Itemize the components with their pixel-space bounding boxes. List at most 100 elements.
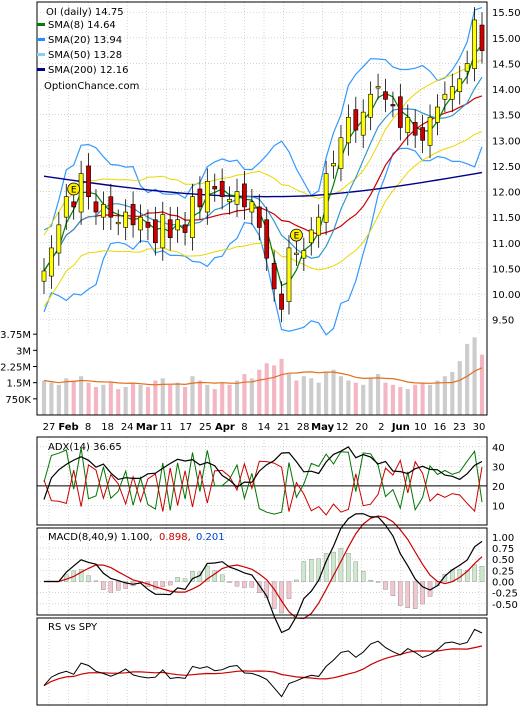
candle-body	[353, 109, 359, 131]
candle-body	[331, 163, 336, 167]
price-tick-label: 12.50	[492, 162, 521, 173]
volume-bar	[220, 382, 225, 415]
volume-bar	[324, 371, 329, 415]
earnings-marker	[290, 228, 303, 242]
candle-body	[412, 122, 418, 136]
volume-bar	[234, 380, 240, 415]
x-tick-label: 20	[355, 422, 368, 433]
macd-hist-bar	[361, 570, 366, 582]
macd-hist-bar	[353, 561, 359, 582]
x-tick-label: 27	[43, 422, 56, 433]
candle-body	[130, 204, 136, 226]
macd-hist-bar	[78, 568, 84, 582]
macd-tick-label: -0.25	[492, 589, 518, 600]
candle-body	[101, 204, 106, 218]
rs-panel	[43, 628, 483, 698]
x-tick-label: Feb	[58, 422, 78, 433]
volume-bar	[420, 382, 425, 415]
price-tick-label: 15.50	[492, 8, 521, 19]
volume-bar	[331, 369, 336, 415]
candle-body	[390, 104, 396, 107]
macd-signal-line	[44, 515, 483, 620]
candle-body	[464, 63, 470, 72]
volume-bar	[108, 382, 113, 415]
minus-di-line	[43, 458, 483, 516]
envelope-lower	[43, 131, 483, 308]
x-tick-label: 16	[434, 422, 447, 433]
macd-hist-bar	[190, 571, 195, 582]
candle-body	[472, 19, 477, 69]
volume-bar	[383, 382, 388, 415]
candle-body	[242, 183, 247, 208]
macd-hist-bar	[301, 561, 307, 582]
macd-tick-label: 0.25	[492, 566, 514, 577]
legend-sma20: SMA(20) 13.94	[48, 35, 122, 46]
price-tick-label: 11.00	[492, 239, 521, 250]
panel-frame	[36, 436, 488, 526]
candle-body	[63, 196, 69, 218]
candle-body	[346, 116, 351, 144]
volume-bar	[465, 343, 470, 415]
volume-tick-label: 3M	[16, 346, 31, 357]
macd-hist-bar	[412, 581, 418, 609]
candle-body	[338, 137, 344, 169]
macd-line	[44, 513, 483, 634]
volume-bar	[346, 380, 351, 415]
volume-ma-line	[43, 367, 483, 386]
macd-hist-label: 0.201	[196, 532, 225, 543]
volume-bar	[131, 382, 136, 415]
macd-hist-bar	[346, 553, 351, 582]
legend-swatch-sma200	[37, 68, 45, 71]
candle-body	[219, 181, 225, 197]
candle-body	[56, 224, 62, 254]
panel-frame	[36, 1, 488, 416]
panel-frames	[36, 1, 488, 706]
volume-bar	[138, 384, 143, 415]
candle-body	[323, 173, 329, 223]
macd-hist-bar	[420, 581, 425, 605]
macd-tick-label: 0.75	[492, 544, 514, 555]
price-tick-label: 14.50	[492, 59, 521, 70]
x-tick-label: May	[311, 422, 334, 433]
adx-tick-label: 20	[492, 482, 505, 493]
volume-bar	[272, 365, 277, 415]
sma50-line	[43, 95, 483, 272]
macd-tick-label: 0.50	[492, 555, 514, 566]
candle-body	[427, 116, 433, 146]
volume-tick-label: 1.5M	[6, 379, 31, 390]
volume-bar	[41, 380, 47, 415]
volume-bar	[368, 378, 373, 415]
macd-tick-label: -0.50	[492, 600, 518, 611]
candle-body	[138, 216, 143, 231]
macd-hist-bar	[205, 565, 210, 582]
volume-bar	[309, 378, 314, 415]
macd-hist-bar	[101, 581, 106, 590]
macd-hist-bar	[375, 581, 381, 583]
price-tick-label: 10.00	[492, 290, 521, 301]
candle-body	[234, 191, 240, 205]
volume-tick-label: 750K	[5, 395, 31, 406]
candle-body	[301, 250, 307, 259]
macd-hist-bar	[86, 575, 91, 582]
macd-hist-bar	[294, 579, 299, 582]
candle-body	[145, 221, 151, 228]
volume-bar	[338, 376, 344, 415]
macd-hist-bar	[182, 578, 188, 582]
candle-body	[308, 229, 314, 244]
volume-bar	[390, 384, 395, 415]
adx-panel	[37, 446, 487, 516]
volume-bar	[457, 361, 462, 415]
candle-body	[152, 219, 158, 244]
volume-tick-label: 2.25M	[0, 363, 31, 374]
adx-tick-label: 30	[492, 462, 505, 473]
candle-body	[279, 293, 284, 310]
x-tick-label: 17	[179, 422, 192, 433]
macd-signal-label: 0.898,	[159, 532, 191, 543]
volume-bar	[227, 384, 232, 415]
candle-body	[420, 127, 425, 141]
candle-body	[86, 165, 91, 197]
volume-bar	[472, 337, 477, 415]
volume-bar	[242, 374, 247, 415]
candle-body	[457, 78, 463, 92]
